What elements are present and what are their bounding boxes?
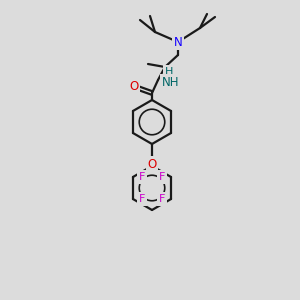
Text: F: F bbox=[159, 172, 165, 182]
Text: N: N bbox=[174, 35, 182, 49]
Text: NH: NH bbox=[162, 76, 179, 88]
Text: H: H bbox=[165, 67, 173, 77]
Text: F: F bbox=[159, 194, 165, 204]
Text: O: O bbox=[129, 80, 139, 94]
Text: F: F bbox=[139, 172, 145, 182]
Text: O: O bbox=[147, 158, 157, 170]
Text: F: F bbox=[139, 194, 145, 204]
